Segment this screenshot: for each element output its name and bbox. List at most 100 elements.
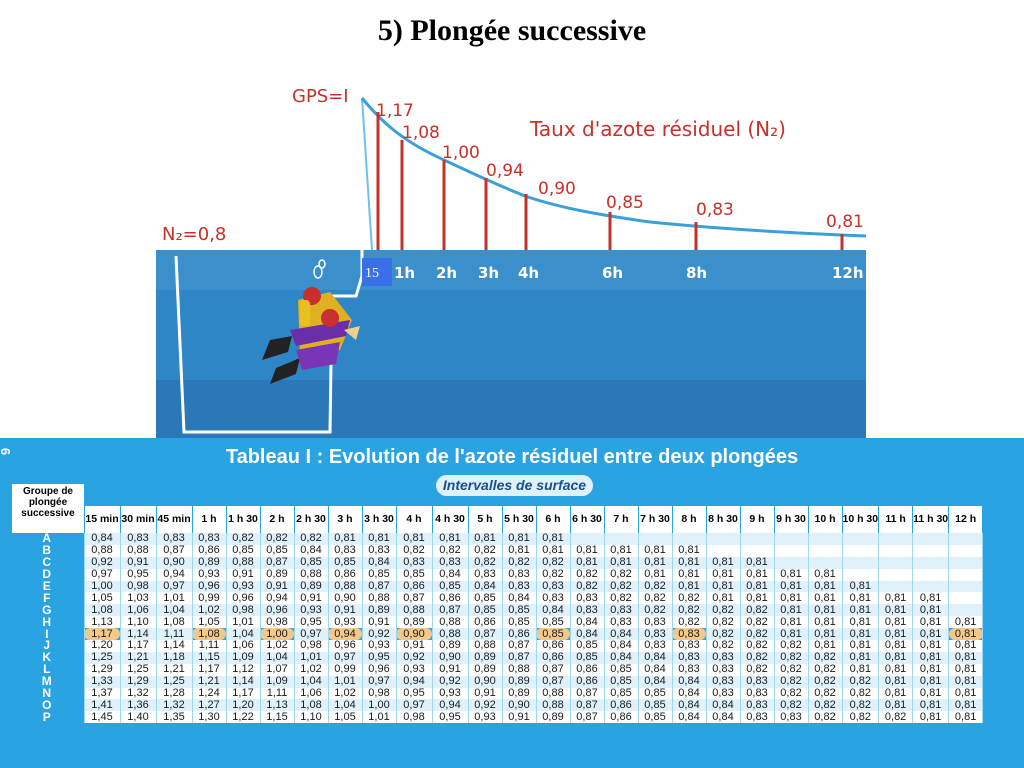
table-cell: 0,83 [536,592,571,605]
table-cell: 1,25 [120,663,157,676]
table-cell: 1,21 [192,675,227,688]
table-cell: 1,40 [120,711,157,724]
table-cell: 0,88 [432,616,469,629]
table-cell: 1,05 [192,616,227,629]
table-cell: 1,10 [120,616,157,629]
table-cell [878,533,914,545]
table-cell: 0,83 [328,544,363,557]
curve-bar [376,112,380,250]
table-cell: 0,82 [842,699,880,712]
table-cell: 0,85 [396,568,433,581]
table-cell: 0,97 [396,699,433,712]
table-cell [672,533,707,545]
table-cell: 0,81 [638,556,673,569]
table-cell: 0,82 [536,556,571,569]
table-cell: 1,11 [192,640,227,652]
table-cell: 0,82 [808,651,843,664]
table-cell: 1,11 [260,687,295,700]
table-row: L 1,29 1,25 1,21 1,17 1,12 1,07 1,02 0,99 0,96 0,9… [10,663,984,676]
table-cell: 0,81 [842,616,880,629]
table-cell: 0,81 [878,628,914,641]
table-cell: 0,81 [672,544,707,557]
table-cell: 0,81 [912,663,950,676]
table-cell: 0,83 [672,640,707,652]
table-cell: 0,90 [432,651,469,664]
table-cell: 0,81 [912,604,950,617]
table-cell: 0,82 [706,604,741,617]
table-cell: 0,90 [502,699,537,712]
table-cell: 0,98 [294,640,329,652]
table-title: Tableau I : Evolution de l'azote résidue… [225,446,799,468]
table-cell: 1,04 [226,628,261,641]
table-cell: 1,06 [294,687,329,700]
table-cell: 0,81 [808,604,843,617]
table-cell: 0,92 [84,556,121,569]
table-cell: 0,81 [740,556,775,569]
table-cell: 0,84 [84,533,121,545]
table-cell: 1,21 [156,663,193,676]
table-cell: 0,83 [706,675,741,688]
table-cell: 0,88 [502,663,537,676]
table-cell: 0,84 [604,651,639,664]
table-cell: 0,87 [468,628,503,641]
time-axis-label: 3h [478,264,499,282]
table-cell: 0,85 [468,604,503,617]
table-cell: 0,93 [396,663,433,676]
table-cell: 0,85 [226,544,261,557]
table-cell: 0,88 [536,687,571,700]
table-cell: 0,87 [570,711,605,724]
interval-col-header: 11 h 30 [912,506,950,533]
table-cell: 0,91 [362,616,397,629]
table-cell: 0,87 [570,687,605,700]
table-cell: 0,82 [740,604,775,617]
table-cell: 1,08 [156,616,193,629]
table-cell: 0,81 [638,568,673,581]
interval-col-header: 6 h [536,506,571,533]
table-cell: 0,81 [842,651,880,664]
table-cell: 0,82 [570,580,605,593]
table-cell: 0,82 [672,592,707,605]
page-title: 5) Plongée successive [377,14,647,47]
table-cell: 1,17 [192,663,227,676]
table-cell: 0,85 [570,640,605,652]
table-cell: 1,04 [294,675,329,688]
table-cell: 0,84 [604,640,639,652]
table-cell: 1,06 [226,640,261,652]
table-cell [948,580,984,593]
table-cell: 0,82 [638,592,673,605]
table-row: C 0,92 0,91 0,90 0,89 0,88 0,87 0,85 0,85 0,84 0,8… [10,556,984,569]
table-cell: 0,81 [842,604,880,617]
table-cell: 0,81 [842,640,880,652]
table-cell: 1,08 [294,699,329,712]
group-letter: K [10,651,85,664]
table-cell: 0,94 [156,568,193,581]
sea-surface-band [156,250,866,290]
curve-bar [400,140,404,250]
table-cell: 0,81 [774,568,809,581]
table-row: B 0,88 0,88 0,87 0,86 0,85 0,85 0,84 0,83 0,83 0,8… [10,544,984,557]
table-cell: 0,84 [604,628,639,641]
table-cell: 0,83 [706,651,741,664]
table-cell: 0,83 [740,675,775,688]
table-cell: 0,82 [672,616,707,629]
table-cell: 0,83 [502,568,537,581]
table-cell: 1,02 [260,640,295,652]
table-cell: 0,88 [536,699,571,712]
table-cell: 0,83 [740,699,775,712]
table-cell: 0,97 [156,580,193,593]
table-cell: 1,04 [260,651,295,664]
table-cell: 1,13 [84,616,121,629]
table-cell: 0,82 [570,568,605,581]
table-cell: 0,85 [638,687,673,700]
table-cell: 0,81 [808,580,843,593]
table-cell: 1,32 [156,699,193,712]
table-cell: 0,83 [432,556,469,569]
group-col-header [10,506,85,533]
table-cell: 0,81 [432,533,469,545]
table-cell: 0,97 [294,628,329,641]
table-cell: 1,11 [156,628,193,641]
table-cell [638,533,673,545]
group-letter: O [10,699,85,712]
table-cell: 0,81 [912,640,950,652]
table-cell: 0,82 [808,699,843,712]
